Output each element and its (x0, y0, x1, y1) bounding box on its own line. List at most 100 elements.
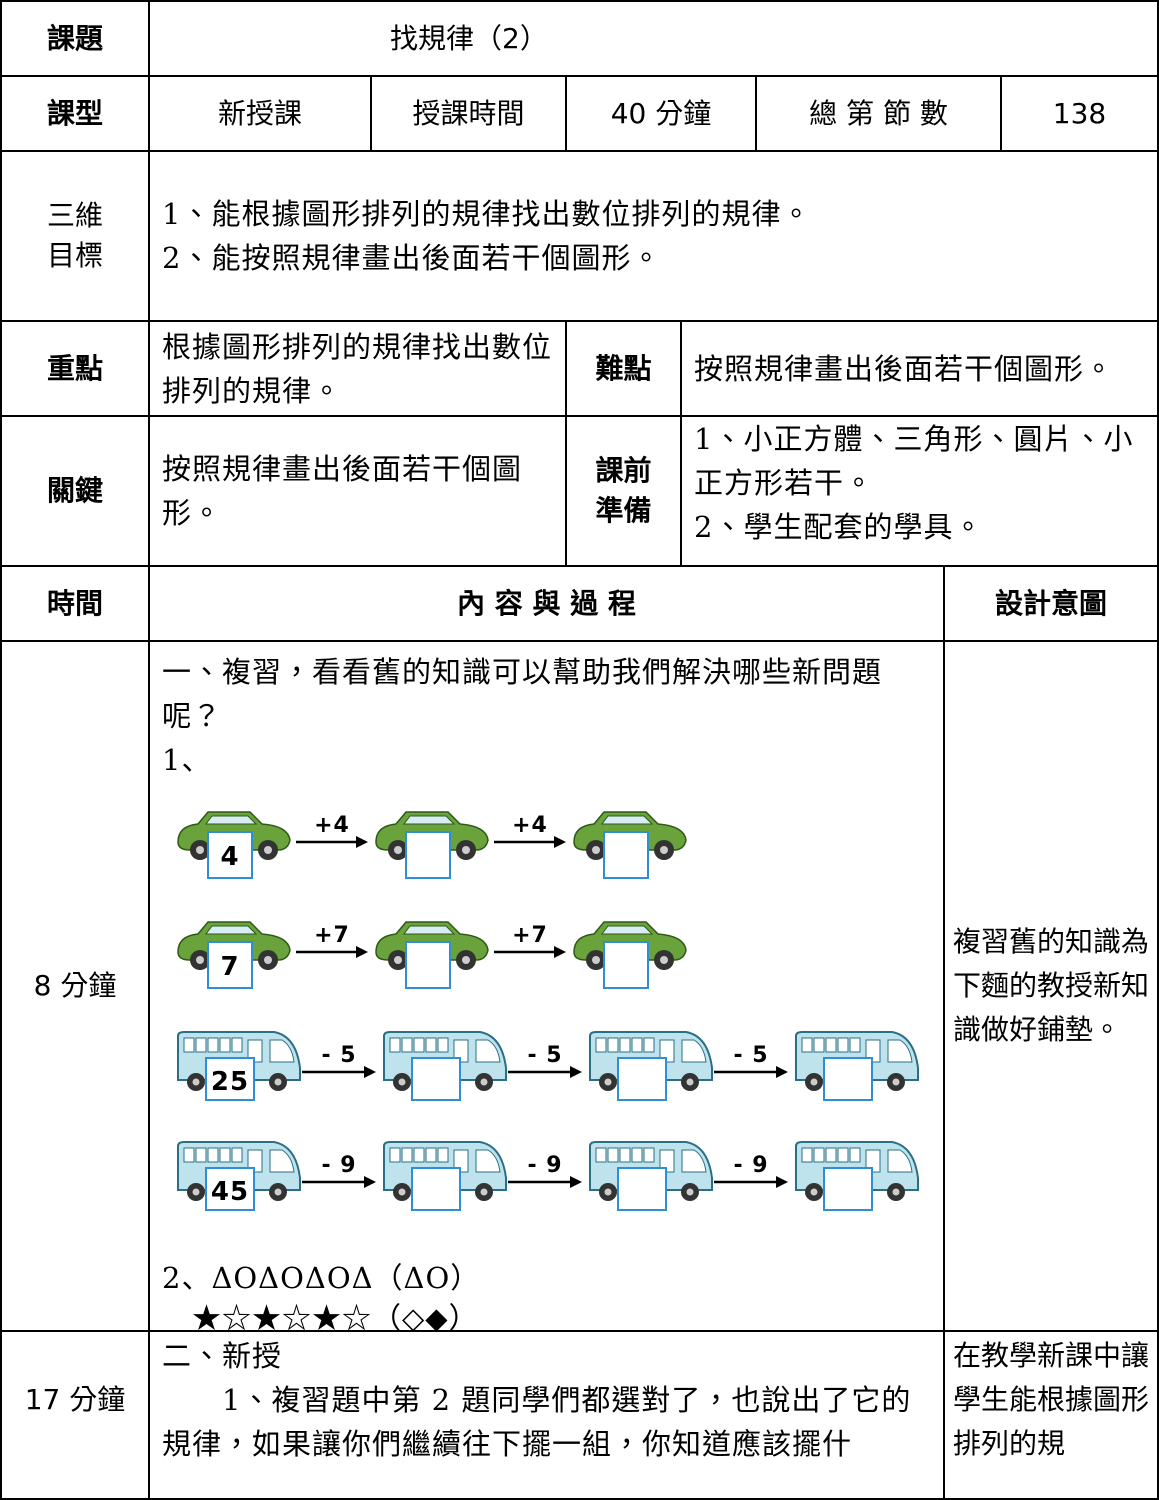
hub (398, 1188, 406, 1196)
answer-box (823, 1057, 873, 1101)
car (177, 921, 291, 970)
hub (810, 1188, 818, 1196)
label: 準備 (595, 494, 652, 527)
bus-window (413, 1147, 425, 1163)
bus-front (887, 1149, 913, 1173)
start-number: 4 (220, 842, 239, 872)
arrow-head (356, 836, 368, 848)
hub (264, 956, 272, 964)
answer-box (823, 1167, 873, 1211)
operation: +4 (512, 813, 548, 838)
operation: - 5 (733, 1043, 768, 1068)
bus-window (825, 1147, 837, 1163)
objective: 2、能按照規律畫出後面若干個圖形。 (162, 241, 662, 275)
label: 難點 (595, 351, 652, 385)
bus-window (619, 1037, 631, 1053)
objective: 1、能根據圖形排列的規律找出數位排列的規律。 (162, 197, 812, 231)
time: 8 分鐘 (33, 969, 117, 1002)
bus-window (643, 1037, 655, 1053)
answer-box (617, 1167, 667, 1211)
text: 1、 (162, 743, 212, 777)
answer-box (205, 1167, 255, 1211)
answer-box (411, 1057, 461, 1101)
hub (192, 1078, 200, 1086)
hub (480, 1188, 488, 1196)
bus-window (401, 1147, 413, 1163)
label: 課型 (46, 96, 103, 130)
cell: 1、能根據圖形排列的規律找出數位排列的規律。 2、能按照規律畫出後面若干個圖形。 (148, 150, 1159, 322)
car-window (403, 925, 456, 935)
text: 根據圖形排列的規律找出數位排列的規律。 (162, 329, 553, 408)
cell: 17 分鐘 (0, 1330, 150, 1500)
bus-front (269, 1149, 295, 1173)
text: 二、新授 (162, 1339, 283, 1373)
time: 17 分鐘 (24, 1383, 126, 1416)
bus-window (425, 1037, 437, 1053)
bus-window (219, 1147, 231, 1163)
cell: 課前 準備 (565, 415, 682, 567)
bus-window (219, 1037, 231, 1053)
cell: 複習舊的知識為下麵的教授新知識做好鋪墊。 (943, 640, 1159, 1332)
hub (274, 1078, 282, 1086)
text: 按照規律畫出後面若干個圖形。 (162, 452, 523, 530)
cell: 內 容 與 過 程 (148, 565, 945, 642)
bus-window (813, 1037, 825, 1053)
cell: 在教學新課中讓學生能根據圖形排列的規 (943, 1330, 1159, 1500)
hub (196, 956, 204, 964)
car-window (403, 815, 456, 825)
cell: 二、新授 1、複習題中第 2 題同學們都選對了，也說出了它的規律，如果讓你們繼續… (148, 1330, 945, 1500)
hub (686, 1188, 694, 1196)
text: 2、ΔOΔOΔOΔ（ΔO） (162, 1261, 481, 1295)
label: 三維 (46, 199, 103, 232)
bus-window (389, 1037, 401, 1053)
hub (592, 956, 600, 964)
bus-window (231, 1147, 243, 1163)
cell: 按照規律畫出後面若干個圖形。 (680, 320, 1159, 417)
cell: 1、小正方體、三角形、圓片、小正方形若干。 2、學生配套的學具。 (680, 415, 1159, 567)
bus-window (849, 1147, 861, 1163)
bus-window (401, 1037, 413, 1053)
cell: 課型 (0, 75, 150, 152)
cell: 8 分鐘 (0, 640, 150, 1332)
bus-window (183, 1037, 195, 1053)
bus-window (207, 1037, 219, 1053)
cell: 按照規律畫出後面若干個圖形。 (148, 415, 567, 567)
bus-window (631, 1147, 643, 1163)
answer-box (617, 1057, 667, 1101)
bus-window (801, 1037, 813, 1053)
operation: +4 (314, 813, 350, 838)
cell: 課題 (0, 0, 150, 77)
bus-front (681, 1149, 707, 1173)
bus-window (437, 1147, 449, 1163)
bus-window (813, 1147, 825, 1163)
arrow-head (776, 1066, 788, 1078)
bus-front (475, 1039, 501, 1063)
text: 2、學生配套的學具。 (694, 510, 984, 544)
bus-window (801, 1147, 813, 1163)
bus-front (681, 1039, 707, 1063)
answer-box (207, 831, 253, 879)
text: 1、複習題中第 2 題同學們都選對了，也說出了它的規律，如果讓你們繼續往下擺一組… (162, 1383, 912, 1461)
label: 課題 (46, 21, 103, 55)
label: 重點 (46, 351, 103, 385)
bus-window (413, 1037, 425, 1053)
label: 設計意圖 (994, 586, 1107, 620)
answer-box (207, 941, 253, 989)
arrow-head (364, 1176, 376, 1188)
bus-window (849, 1037, 861, 1053)
answer-box (405, 831, 451, 879)
hub (462, 956, 470, 964)
sequence-figure: 4 +4 +4 7 +7 +7 25 - 5 - 5 - 5 45 - 9 - 9 - 9 (177, 811, 919, 1211)
hub (192, 1188, 200, 1196)
bus-front (475, 1149, 501, 1173)
bus-front (269, 1039, 295, 1063)
answer-box (205, 1057, 255, 1101)
start-number: 25 (211, 1067, 249, 1097)
operation: - 5 (527, 1043, 562, 1068)
answer-box (603, 831, 649, 879)
label: 目標 (46, 239, 103, 272)
label: 課前 (595, 454, 652, 487)
arrow-head (554, 946, 566, 958)
bus-window (825, 1037, 837, 1053)
arrow-head (356, 946, 368, 958)
